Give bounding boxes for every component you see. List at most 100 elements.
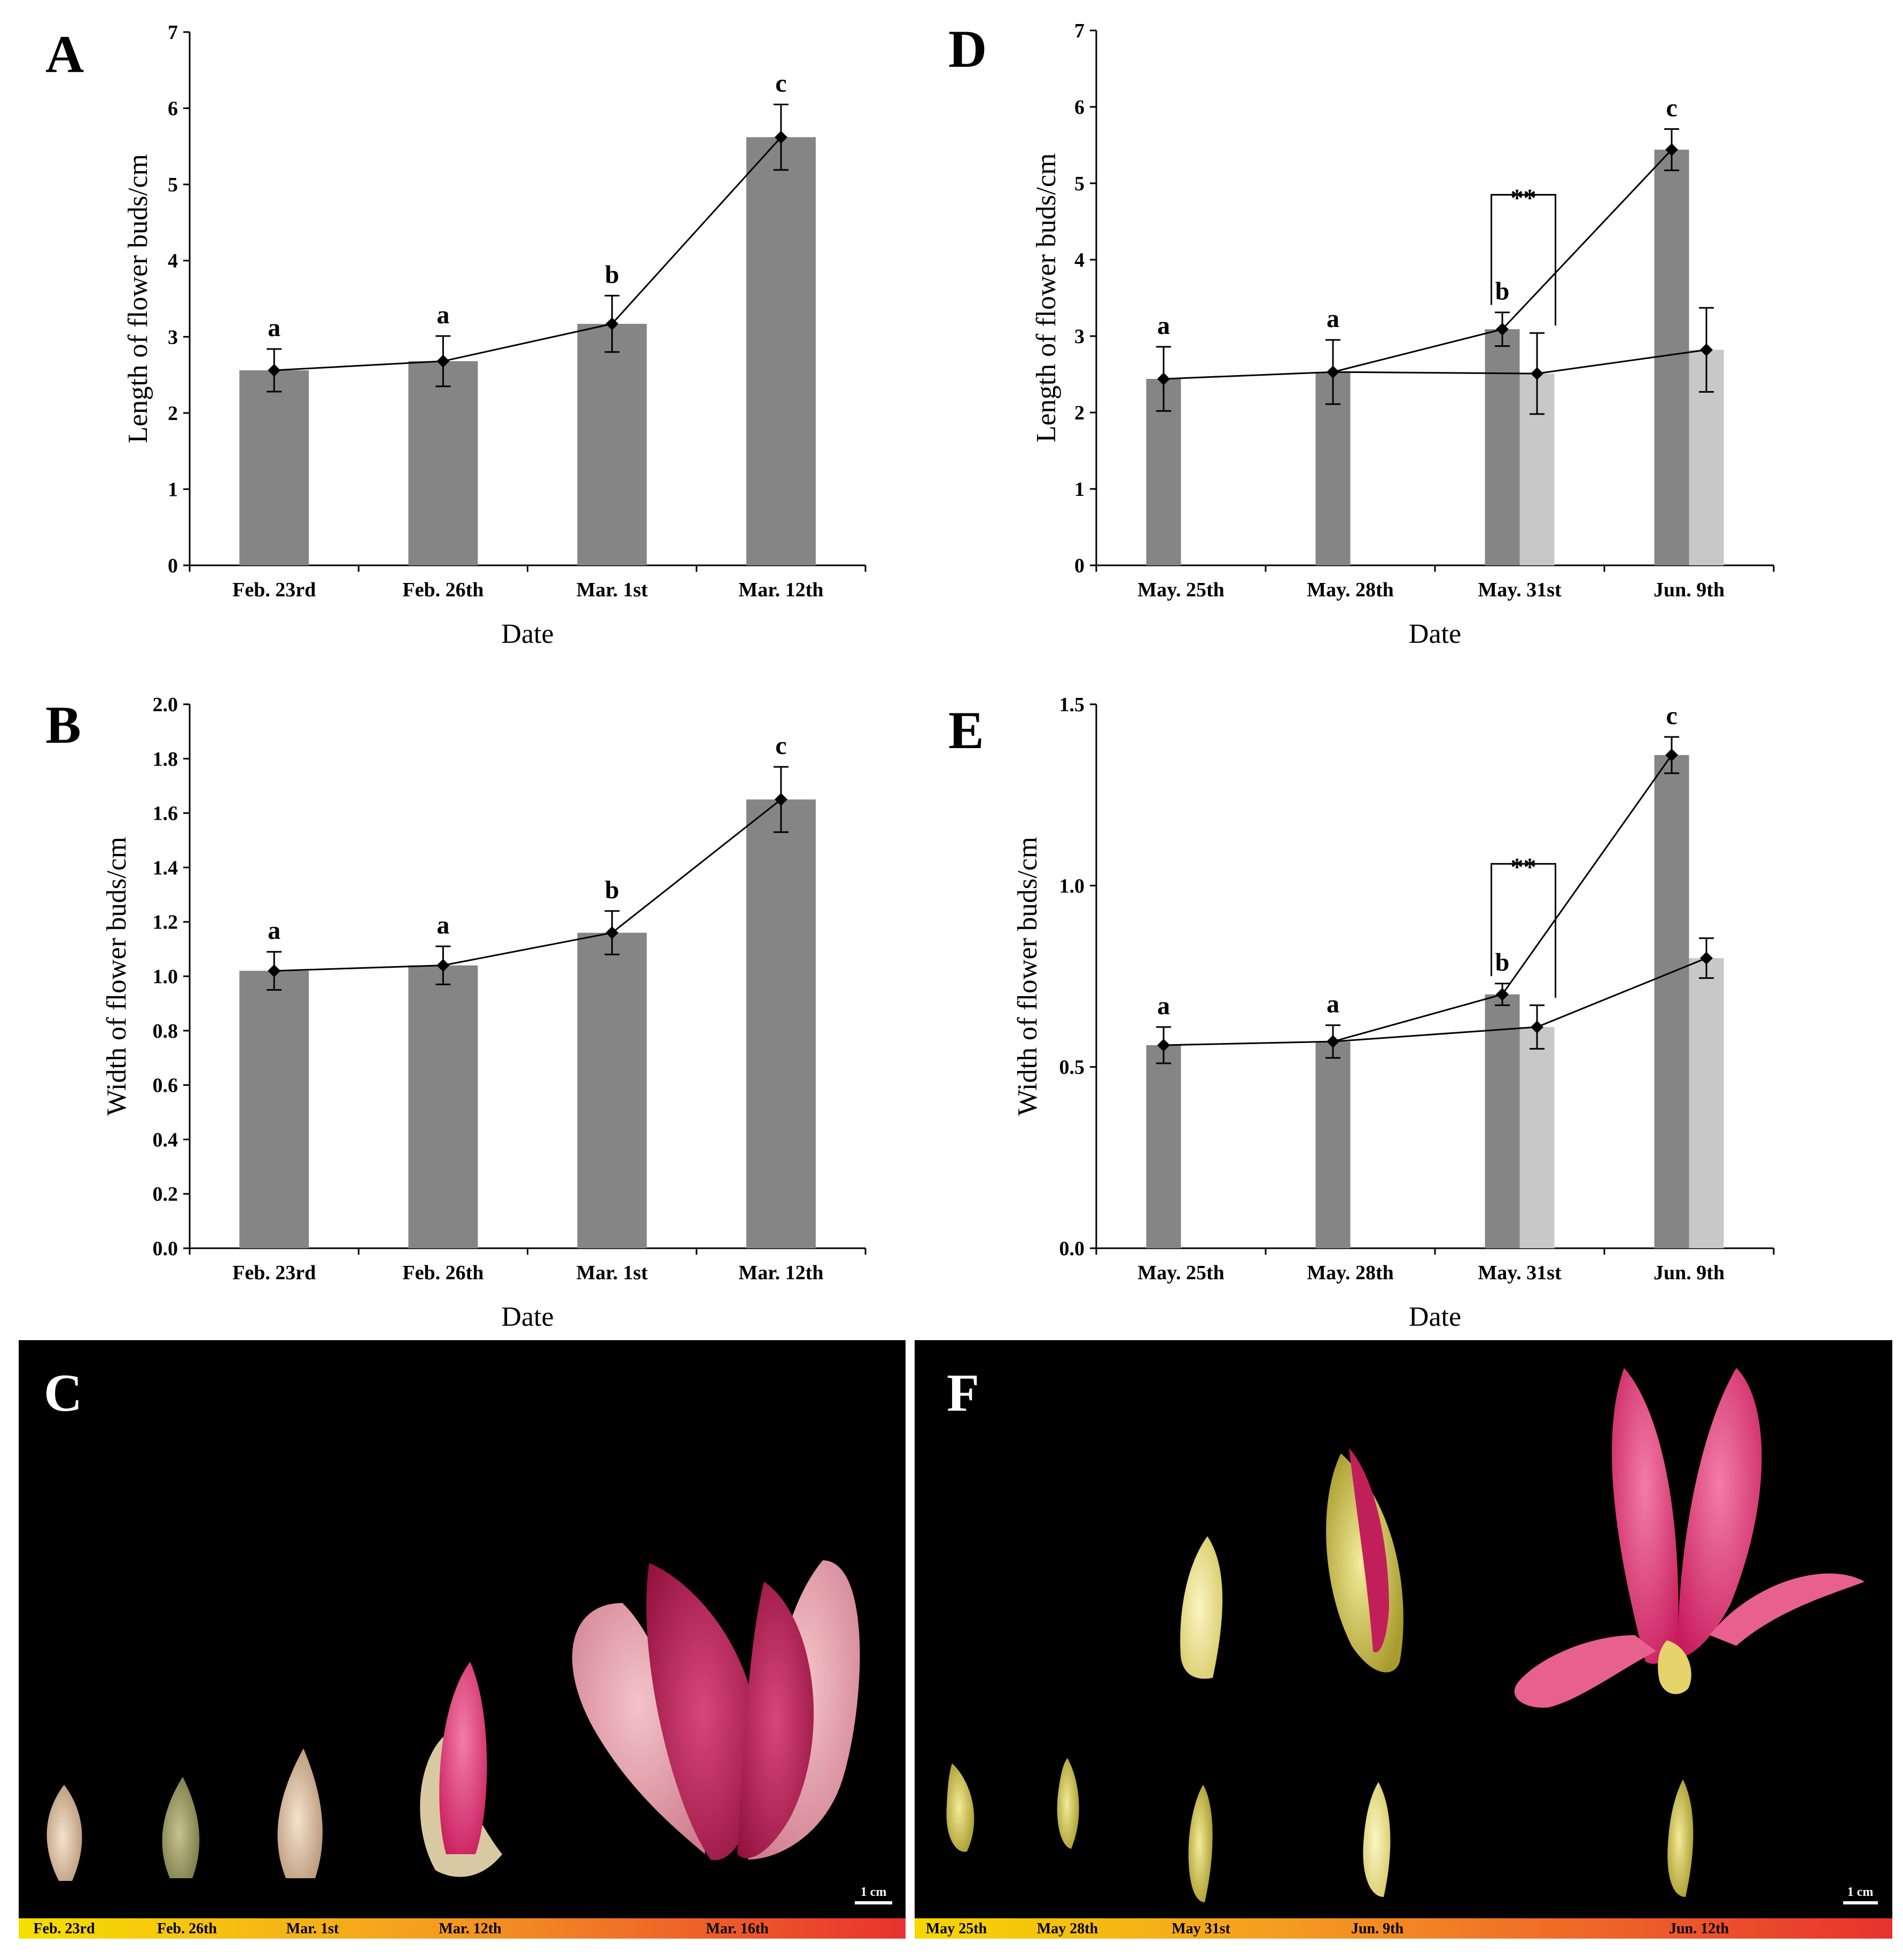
- y-tick-label: 4: [1074, 249, 1085, 271]
- x-axis-label: Date: [1409, 1302, 1461, 1332]
- y-tick-label: 0.0: [153, 1238, 178, 1260]
- bar: [1689, 958, 1724, 1248]
- x-tick-label: Jun. 9th: [1654, 1262, 1725, 1284]
- x-tick-label: May. 31st: [1478, 579, 1562, 601]
- y-tick-label: 6: [168, 98, 178, 120]
- opening-bud-photo: [420, 1662, 502, 1877]
- panel-label-f: F: [947, 1363, 979, 1422]
- y-axis-label: Length of flower buds/cm: [123, 154, 153, 444]
- series-line: [1163, 149, 1673, 380]
- bud-photo: [162, 1777, 200, 1878]
- photo-date-label: Feb. 23rd: [33, 1920, 95, 1937]
- open-flower-photo: [1514, 1368, 1865, 1708]
- significance-letter: c: [775, 732, 786, 760]
- bar: [577, 324, 647, 565]
- bar: [408, 361, 478, 565]
- chart-panel-b: B 0.0 0.2 0.4 0.6 0.8 1.0 1.2 1.4 1.6 1.8 2.0 Feb. 2…: [45, 694, 867, 1332]
- data-point-marker: [1496, 323, 1509, 336]
- scale-bar-label: 1 cm: [1847, 1885, 1874, 1899]
- data-point-marker: [605, 317, 619, 331]
- x-tick-label: May. 25th: [1137, 579, 1225, 601]
- x-tick-label: May. 28th: [1307, 1262, 1394, 1284]
- x-tick-label: May. 31st: [1478, 1262, 1562, 1284]
- bar: [746, 799, 816, 1248]
- x-tick-label: Feb. 26th: [402, 579, 483, 601]
- data-point-marker: [1157, 372, 1170, 386]
- open-flower-photo: [572, 1560, 860, 1861]
- data-point-marker: [1327, 365, 1339, 379]
- photo-date-label: Mar. 16th: [706, 1920, 769, 1937]
- y-tick-label: 2: [1074, 402, 1085, 424]
- y-tick-label: 2: [168, 402, 178, 425]
- photo-panel-f: F 1 cm May 25th May 28th May 31st Jun. 9…: [915, 1340, 1892, 1939]
- y-tick-label: 7: [168, 21, 178, 44]
- x-tick-label: Mar. 12th: [738, 1262, 823, 1284]
- x-tick-label: Feb. 23rd: [232, 579, 316, 601]
- y-tick-label: 1: [1074, 478, 1085, 501]
- significance-letter: c: [1666, 94, 1677, 122]
- x-tick-label: Feb. 26th: [402, 1262, 483, 1284]
- data-point-marker: [268, 364, 281, 377]
- panel-label-a: A: [45, 25, 84, 84]
- data-point-marker: [1665, 143, 1678, 157]
- series-line: [1163, 755, 1673, 1046]
- bar: [1654, 755, 1689, 1248]
- chart-panel-e: E 0.0 0.5 1.0 1.5 May. 25th May. 28th May. 31st…: [948, 694, 1775, 1332]
- data-point-marker: [774, 130, 787, 144]
- data-point-marker: [1157, 1038, 1170, 1052]
- significance-letter: c: [775, 69, 786, 97]
- x-tick-label: May. 28th: [1307, 579, 1394, 601]
- series-line: [274, 798, 782, 972]
- y-tick-label: 3: [1074, 325, 1085, 348]
- photo-date-label: May 28th: [1037, 1920, 1098, 1937]
- bud-photo: [1188, 1785, 1213, 1902]
- data-point-marker: [774, 793, 787, 806]
- x-tick-label: Mar. 12th: [738, 579, 823, 601]
- data-point-marker: [1531, 367, 1543, 380]
- significance-letter: a: [436, 911, 449, 939]
- opening-bud-photo: [1326, 1448, 1403, 1673]
- y-tick-label: 6: [1074, 96, 1085, 119]
- bar: [1654, 150, 1689, 566]
- bar: [1485, 329, 1520, 565]
- data-point-marker: [268, 964, 281, 977]
- y-tick-label: 5: [1074, 173, 1085, 195]
- photo-date-label: Jun. 12th: [1669, 1920, 1729, 1937]
- data-point-marker: [605, 926, 619, 939]
- y-tick-label: 3: [168, 326, 178, 348]
- chart-panel-a: A 0 1 2 3 4 5 6 7 Feb. 23rd Feb. 26th Mar. 1st Mar. …: [45, 21, 867, 649]
- data-point-marker: [1327, 1035, 1339, 1048]
- photo-date-label: Feb. 26th: [157, 1920, 217, 1937]
- data-point-marker: [1665, 749, 1678, 762]
- significance-letter: b: [1495, 277, 1510, 306]
- series-line: [274, 136, 782, 371]
- bar: [239, 370, 309, 565]
- y-tick-label: 4: [168, 250, 178, 273]
- y-tick-label: 7: [1074, 20, 1085, 42]
- x-tick-label: May. 25th: [1137, 1262, 1225, 1284]
- bud-photo: [46, 1785, 82, 1881]
- bar: [1519, 1027, 1555, 1248]
- photo-date-label: May 31st: [1172, 1920, 1230, 1937]
- significance-letter: a: [268, 916, 280, 945]
- y-tick-label: 0.8: [153, 1020, 178, 1043]
- y-tick-label: 0: [168, 555, 178, 577]
- y-tick-label: 5: [168, 174, 178, 196]
- bar: [1485, 994, 1520, 1248]
- photo-date-label: May 25th: [926, 1920, 987, 1937]
- x-tick-label: Mar. 1st: [576, 579, 648, 601]
- bud-photo: [1057, 1758, 1079, 1849]
- bud-photo: [1180, 1536, 1223, 1679]
- significance-stars: **: [1511, 853, 1537, 882]
- significance-letter: b: [605, 260, 619, 289]
- significance-letter: a: [436, 301, 449, 329]
- panel-label-c: C: [44, 1363, 82, 1422]
- significance-letter: a: [1157, 312, 1170, 340]
- panel-label-b: B: [45, 695, 81, 755]
- x-tick-label: Jun. 9th: [1654, 579, 1725, 601]
- bar: [1146, 1045, 1181, 1248]
- data-point-marker: [436, 959, 450, 972]
- y-tick-label: 1.8: [153, 748, 178, 771]
- date-gradient-bar: [915, 1918, 1892, 1939]
